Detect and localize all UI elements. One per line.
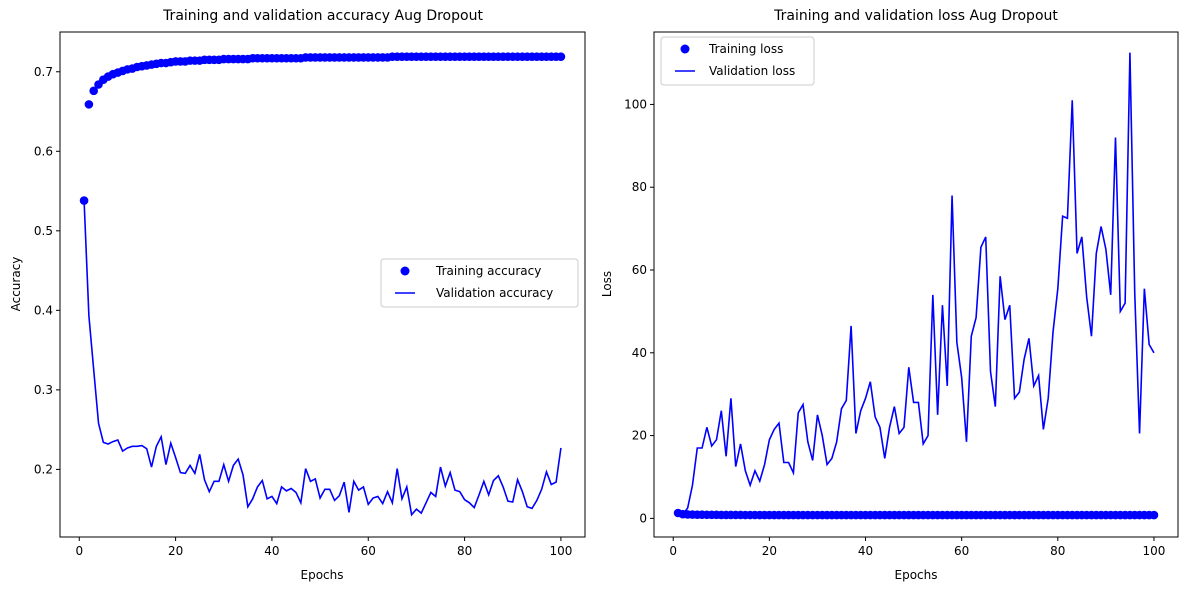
loss-y-ticks: 0 20 40 60 80 100 <box>624 97 654 525</box>
loss-x-tick-label: 60 <box>954 544 969 558</box>
loss-x-ticks: 0 20 40 60 80 100 <box>669 537 1165 558</box>
loss-title: Training and validation loss Aug Dropout <box>773 8 1058 24</box>
accuracy-title: Training and validation accuracy Aug Dro… <box>162 8 483 24</box>
loss-y-tick-label: 60 <box>632 263 647 277</box>
loss-legend-label-validation: Validation loss <box>709 64 795 78</box>
accuracy-training-point <box>556 52 566 61</box>
accuracy-y-tick-label: 0.6 <box>34 144 53 158</box>
accuracy-axes-frame <box>59 31 586 538</box>
accuracy-legend-label-training: Training accuracy <box>435 264 541 278</box>
loss-y-tick-label: 80 <box>632 180 647 194</box>
loss-x-tick-label: 0 <box>669 544 677 558</box>
loss-legend: Training loss Validation loss <box>660 36 815 86</box>
accuracy-x-tick-label: 20 <box>168 544 183 558</box>
loss-y-tick-label: 20 <box>632 429 647 443</box>
loss-y-tick-label: 0 <box>639 511 647 525</box>
accuracy-training-point <box>89 86 99 96</box>
loss-plot: Training and validation loss Aug Dropout… <box>600 8 1179 582</box>
accuracy-y-axis-label: Accuracy <box>9 257 23 312</box>
loss-training-point <box>1149 510 1159 520</box>
loss-x-tick-label: 20 <box>762 544 777 558</box>
loss-x-tick-label: 80 <box>1050 544 1065 558</box>
accuracy-training-point <box>84 100 94 109</box>
accuracy-y-ticks: 0.2 0.3 0.4 0.5 0.6 0.7 <box>34 65 60 476</box>
accuracy-y-tick-label: 0.5 <box>34 224 53 238</box>
loss-legend-box <box>660 36 815 86</box>
accuracy-y-tick-label: 0.3 <box>34 383 53 397</box>
loss-marks <box>673 52 1159 520</box>
accuracy-marks <box>79 52 566 517</box>
accuracy-x-tick-label: 0 <box>75 544 83 558</box>
loss-y-axis-label: Loss <box>600 271 614 297</box>
accuracy-x-axis-label: Epochs <box>301 568 344 582</box>
loss-y-tick-label: 100 <box>624 97 647 111</box>
loss-y-tick-label: 40 <box>632 346 647 360</box>
accuracy-y-tick-label: 0.7 <box>34 65 53 79</box>
accuracy-x-tick-label: 60 <box>361 544 376 558</box>
accuracy-x-tick-label: 80 <box>457 544 472 558</box>
accuracy-plot: Training and validation accuracy Aug Dro… <box>9 8 586 582</box>
loss-legend-label-training: Training loss <box>708 42 783 56</box>
accuracy-legend-label-validation: Validation accuracy <box>436 286 553 300</box>
accuracy-legend: Training accuracy Validation accuracy <box>380 258 579 308</box>
accuracy-y-tick-label: 0.2 <box>34 462 53 476</box>
accuracy-x-ticks: 0 20 40 60 80 100 <box>75 537 572 558</box>
loss-axes-frame <box>653 31 1179 538</box>
accuracy-y-tick-label: 0.4 <box>34 303 53 317</box>
loss-x-tick-label: 100 <box>1143 544 1166 558</box>
loss-x-tick-label: 40 <box>858 544 873 558</box>
accuracy-x-tick-label: 40 <box>264 544 279 558</box>
accuracy-legend-marker-training <box>400 266 410 276</box>
loss-x-axis-label: Epochs <box>895 568 938 582</box>
accuracy-x-tick-label: 100 <box>549 544 572 558</box>
loss-legend-marker-training <box>680 44 690 54</box>
accuracy-legend-box <box>380 258 579 308</box>
loss-series-validation-line <box>677 52 1155 516</box>
accuracy-series-validation-line <box>83 200 562 517</box>
